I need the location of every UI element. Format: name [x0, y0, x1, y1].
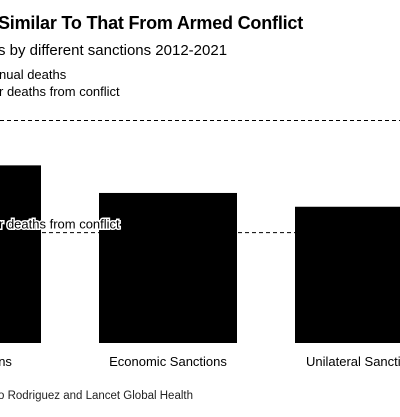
- bar-0: [0, 165, 41, 343]
- chart-subtitle: s by different sanctions 2012-2021: [0, 42, 228, 59]
- x-tick-label-1: Economic Sanctions: [109, 354, 227, 369]
- bar-2: [295, 206, 400, 343]
- source-note: o Rodriguez and Lancet Global Health: [0, 390, 193, 402]
- reference-line-label-1: r deaths from conflict: [0, 217, 120, 232]
- x-tick-label-2: Unilateral Sancti: [306, 354, 400, 369]
- chart-title: Similar To That From Armed Conflict: [0, 13, 304, 33]
- bar-1: [99, 192, 237, 343]
- legend-label-annual-deaths: nual deaths: [0, 67, 67, 82]
- legend-label-conflict-deaths: r deaths from conflict: [0, 84, 120, 99]
- x-tick-label-0: ions: [0, 354, 12, 369]
